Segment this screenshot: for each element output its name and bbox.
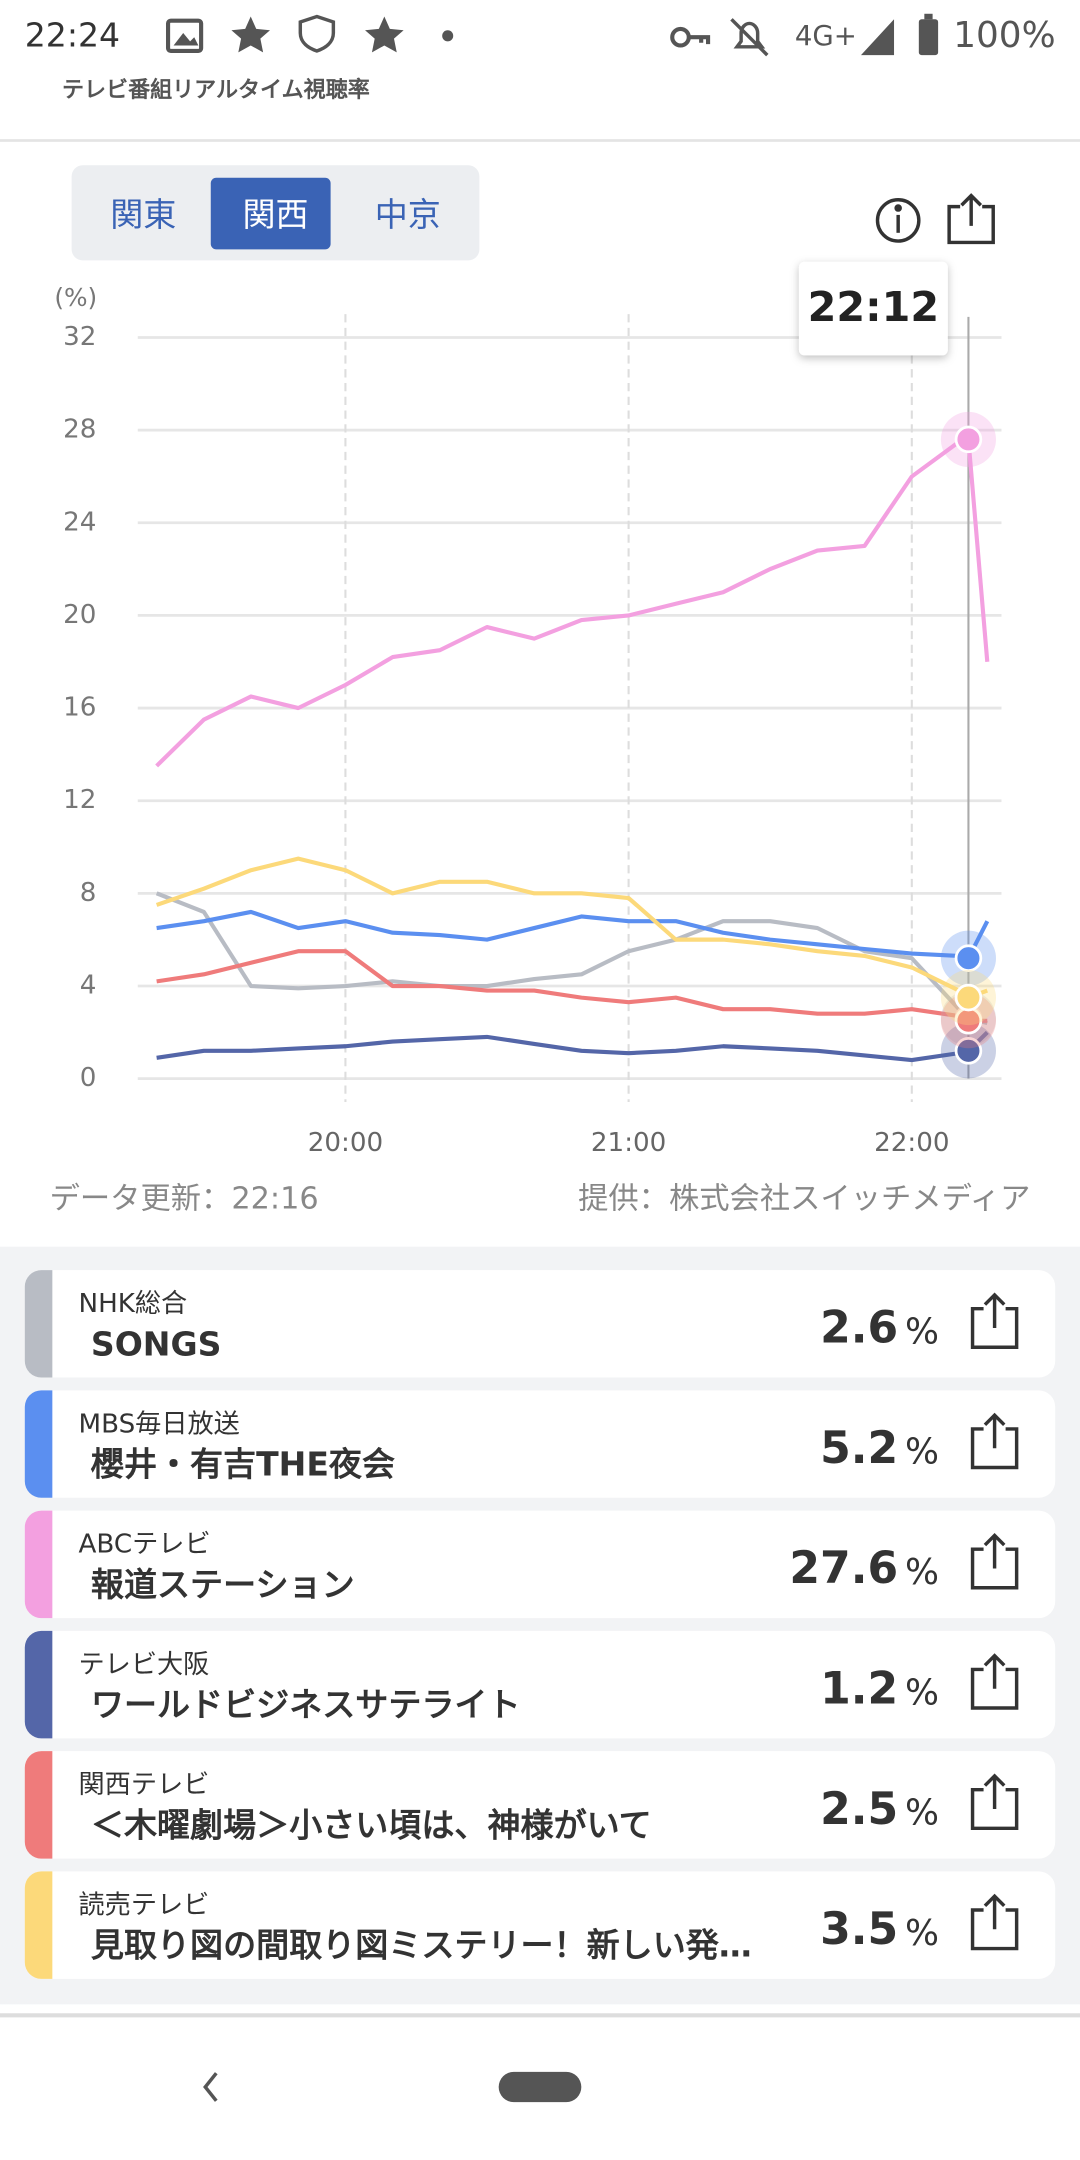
channel-name: 関西テレビ <box>79 1770 210 1800</box>
provider-text: 提供：株式会社スイッチメディア <box>578 1181 1030 1216</box>
status-icons <box>165 13 939 57</box>
header-title: テレビ番組リアルタイム視聴率 <box>62 77 370 103</box>
status-battery: 100% <box>953 15 1055 56</box>
rating-unit: % <box>905 1552 939 1593</box>
y-axis-unit: (%) <box>54 283 97 312</box>
series-line <box>156 1030 989 1063</box>
card-bg <box>24 1510 1056 1619</box>
program-card[interactable]: NHK総合 SONGS 2.6% <box>24 1270 1056 1378</box>
tabs: 関東 関西 中京 <box>110 177 441 250</box>
y-tick-label: 24 <box>63 507 96 537</box>
info-button[interactable] <box>875 198 921 243</box>
nav-home[interactable] <box>498 2071 582 2103</box>
tab-selected-bg <box>210 177 331 250</box>
program-title: ＜木曜劇場＞小さい頃は、神様がいて <box>91 1805 652 1844</box>
program-title: 見取り図の間取り図ミステリー！新しい発… <box>91 1926 752 1965</box>
share-button[interactable] <box>970 1773 1019 1831</box>
x-tick-label: 22:00 <box>874 1128 949 1158</box>
share-button[interactable] <box>947 193 995 245</box>
channel-color <box>24 1390 53 1498</box>
series-line <box>155 856 989 1000</box>
x-tick-label: 21:00 <box>591 1128 666 1158</box>
card-bg <box>24 1390 1056 1498</box>
program-title: 櫻井・有吉THE夜会 <box>90 1445 395 1484</box>
status-time: 22:24 <box>25 16 120 55</box>
tab[interactable]: 中京 <box>375 195 441 234</box>
channel-color <box>24 1871 53 1979</box>
tab[interactable]: 関西 <box>242 195 308 234</box>
tooltip-time: 22:12 <box>808 283 940 331</box>
channel-color <box>24 1630 53 1739</box>
tooltip <box>798 261 948 356</box>
channel-name: NHK総合 <box>79 1289 188 1319</box>
rating: 2.6 <box>820 1303 898 1354</box>
cursor-dot <box>954 983 983 1012</box>
channel-name: テレビ大阪 <box>79 1650 210 1680</box>
rating: 1.2 <box>820 1663 898 1714</box>
rating-unit: % <box>905 1672 939 1713</box>
chart: (%) 0 4 8 12 16 20 24 28 32 20:00 21:00 22:00 22:12 <box>54 261 1002 1158</box>
y-tick-label: 16 <box>63 693 96 723</box>
y-tick-label: 8 <box>80 878 97 908</box>
cursor-dot <box>954 944 983 972</box>
card-bg <box>24 1871 1056 1979</box>
program-card[interactable]: 関西テレビ ＜木曜劇場＞小さい頃は、神様がいて 2.5% <box>24 1751 1056 1859</box>
series-line <box>155 891 988 1025</box>
rating: 5.2 <box>820 1423 898 1474</box>
program-title: ワールドビジネスサテライト <box>91 1685 521 1724</box>
share-button[interactable] <box>970 1893 1019 1951</box>
cursor-dot <box>954 425 983 454</box>
rating-unit: % <box>905 1913 939 1954</box>
channel-name: ABCテレビ <box>79 1530 211 1560</box>
card-bg <box>24 1270 1056 1378</box>
program-title: SONGS <box>91 1324 221 1363</box>
rating-unit: % <box>905 1793 939 1834</box>
channel-color <box>24 1510 53 1619</box>
tab[interactable]: 関東 <box>110 195 176 234</box>
rating: 2.5 <box>820 1784 898 1835</box>
y-tick-label: 32 <box>63 322 96 352</box>
share-button[interactable] <box>970 1653 1019 1710</box>
channel-name: MBS毎日放送 <box>79 1409 240 1439</box>
rating: 3.5 <box>820 1904 898 1955</box>
rating: 27.6 <box>789 1543 898 1594</box>
series-line <box>156 949 988 1023</box>
y-tick-label: 0 <box>80 1063 97 1093</box>
card-bg <box>24 1751 1056 1859</box>
nav-back[interactable] <box>203 2072 218 2102</box>
share-button[interactable] <box>970 1412 1019 1470</box>
channel-color <box>24 1751 53 1859</box>
rating-unit: % <box>905 1432 939 1473</box>
x-tick-label: 20:00 <box>308 1128 383 1158</box>
y-tick-label: 4 <box>80 970 97 1000</box>
share-button[interactable] <box>970 1292 1019 1349</box>
channel-color <box>24 1270 53 1378</box>
series-line <box>156 909 990 961</box>
channel-name: 読売テレビ <box>79 1890 210 1920</box>
updated-text: データ更新：22:16 <box>50 1181 319 1216</box>
card-bg <box>24 1630 1056 1739</box>
y-tick-label: 28 <box>63 415 96 445</box>
y-tick-label: 12 <box>63 785 96 815</box>
cursor-dot <box>954 1037 983 1065</box>
rating-unit: % <box>905 1311 939 1352</box>
status-network: 4G+ <box>795 20 857 52</box>
share-button[interactable] <box>970 1532 1019 1590</box>
program-title: 報道ステーション <box>91 1565 355 1604</box>
y-tick-label: 20 <box>63 600 96 630</box>
series-line <box>155 437 990 768</box>
